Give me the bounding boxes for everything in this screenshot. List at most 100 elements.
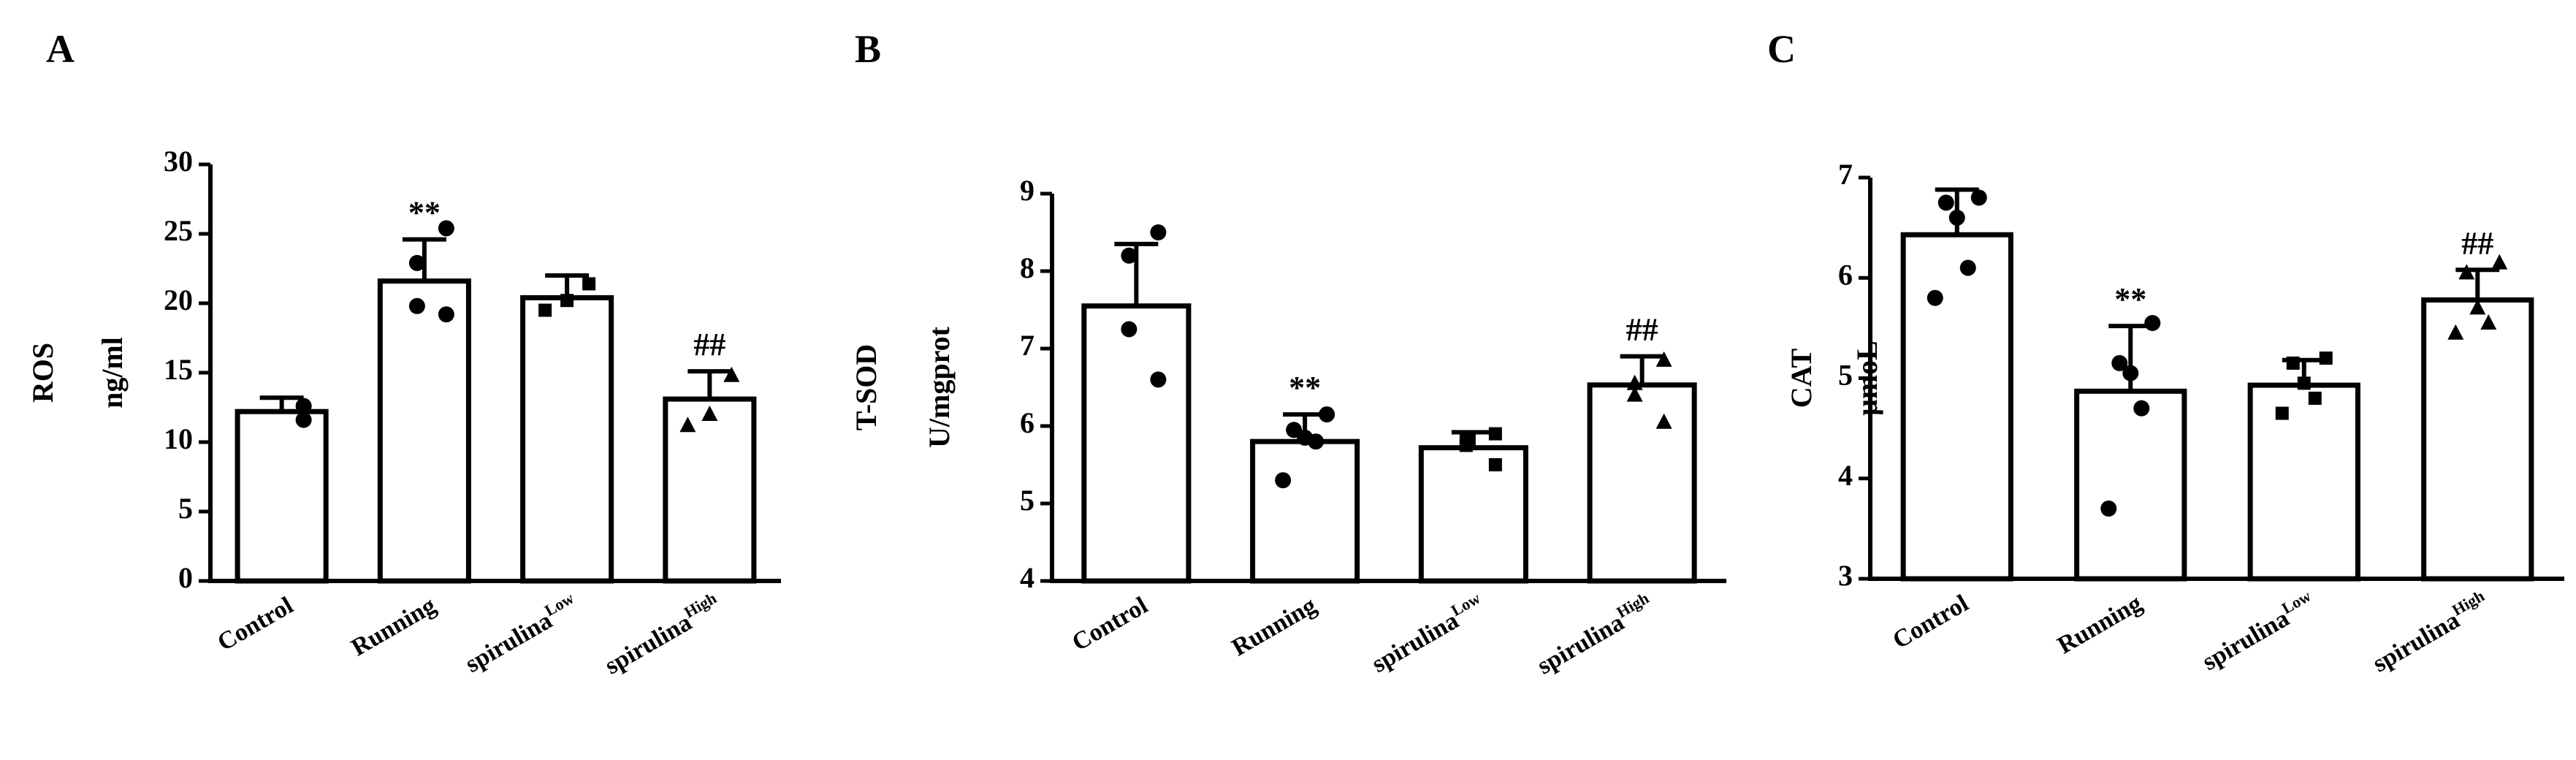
x-tick-label: Control: [1067, 592, 1152, 656]
x-tick-label: spirulinaLow: [459, 588, 583, 677]
panel-label: A: [46, 27, 75, 71]
data-point: [582, 277, 596, 291]
category: Running: [2053, 590, 2146, 659]
y-tick-label: 30: [164, 145, 193, 178]
data-point: [1488, 427, 1502, 441]
data-point: [2297, 376, 2311, 390]
data-point: [1937, 194, 1954, 211]
data-point: [1121, 321, 1138, 338]
y-tick-label: 7: [1838, 158, 1853, 191]
category: Control: [1889, 590, 1973, 654]
panel-label: C: [1767, 27, 1796, 71]
panel-label: B: [855, 27, 881, 71]
panel: B T-SOD U/mgprot 4 5 6 7 8 9 Control ** Running spir…: [850, 27, 1726, 680]
data-point: [701, 406, 718, 421]
bar: [1418, 445, 1528, 584]
y-tick-label: 4: [1020, 561, 1034, 594]
bar: [2421, 297, 2534, 582]
data-point: [1459, 438, 1473, 452]
data-point: [2480, 314, 2497, 330]
data-point: [2308, 391, 2322, 405]
bar: [235, 408, 329, 584]
y-tick-label: 5: [1020, 484, 1034, 517]
y-tick-label: 3: [1838, 559, 1853, 592]
data-point: [2144, 315, 2161, 332]
data-point: [2275, 406, 2289, 420]
x-tick-label: Control: [213, 592, 298, 656]
y-axis-label: U/mgprot: [923, 326, 956, 448]
y-tick-label: 5: [1838, 359, 1853, 392]
category: spirulina: [1367, 607, 1463, 678]
data-point: [408, 254, 425, 271]
data-point: [560, 294, 574, 308]
data-point: [1927, 289, 1943, 306]
bar: [1081, 303, 1192, 584]
data-point: [2133, 400, 2150, 417]
data-point: [1970, 189, 1987, 206]
data-point: [1150, 371, 1167, 388]
x-tick-label: spirulinaHigh: [1531, 589, 1658, 680]
panel: A ROS ng/ml 0 5 10 15 20 25 30 Control ** Running spi…: [26, 27, 781, 680]
x-tick-label: Control: [1889, 590, 1973, 654]
data-point: [1275, 472, 1292, 489]
data-point: [679, 417, 696, 433]
y-tick-label: 15: [164, 353, 193, 386]
y-tick-label: 25: [164, 214, 193, 247]
data-point: [438, 220, 454, 237]
y-tick-label: 10: [164, 422, 193, 455]
bar: [2074, 388, 2187, 582]
y-tick-label: 9: [1020, 174, 1034, 207]
data-point: [2491, 254, 2508, 270]
x-tick-label: spirulinaLow: [1365, 588, 1490, 677]
data-point: [2319, 352, 2333, 365]
category: Running: [1227, 592, 1321, 661]
y-tick-label: 6: [1838, 258, 1853, 291]
x-tick-label: spirulinaLow: [2196, 586, 2320, 675]
x-tick-label: spirulinaHigh: [2366, 587, 2493, 678]
category-superscript: High: [1613, 589, 1652, 622]
significance: ##: [1626, 312, 1658, 348]
category: spirulina: [2369, 607, 2464, 677]
category: Running: [347, 592, 441, 661]
y-tick-label: 20: [164, 284, 193, 316]
bar: [1587, 382, 1697, 584]
data-point: [1308, 433, 1325, 450]
data-point: [2469, 299, 2486, 315]
bar: [377, 278, 471, 584]
category: Control: [213, 592, 298, 656]
y-tick-label: 7: [1020, 329, 1034, 362]
data-point: [1655, 351, 1672, 367]
bar: [1250, 438, 1360, 584]
y-tick-label: 0: [178, 561, 193, 594]
bar: [520, 294, 614, 584]
data-point: [2100, 500, 2117, 517]
significance: **: [408, 195, 441, 231]
data-point: [295, 398, 312, 414]
data-point: [1655, 413, 1672, 429]
category: Control: [1067, 592, 1152, 656]
y-tick-label: 6: [1020, 406, 1034, 439]
y-tick-label: 8: [1020, 251, 1034, 284]
data-point: [1959, 259, 1976, 276]
data-point: [723, 366, 740, 382]
data-point: [1626, 386, 1643, 402]
bar: [2247, 382, 2360, 582]
y-tick-label: 4: [1838, 459, 1853, 492]
data-point: [1150, 224, 1167, 240]
bar: [663, 396, 757, 584]
y-axis-label: CAT: [1785, 348, 1818, 408]
data-point: [2122, 365, 2139, 381]
data-point: [1626, 374, 1643, 390]
x-tick-label: Running: [1227, 592, 1321, 661]
bar: [1900, 232, 2013, 582]
data-point: [438, 306, 454, 323]
data-point: [538, 303, 552, 317]
category: spirulina: [1533, 609, 1628, 680]
x-tick-label: spirulinaHigh: [598, 589, 725, 680]
significance: ##: [2461, 225, 2493, 261]
x-tick-label: Running: [347, 592, 441, 661]
data-point: [2447, 324, 2464, 340]
category: spirulina: [461, 607, 557, 678]
